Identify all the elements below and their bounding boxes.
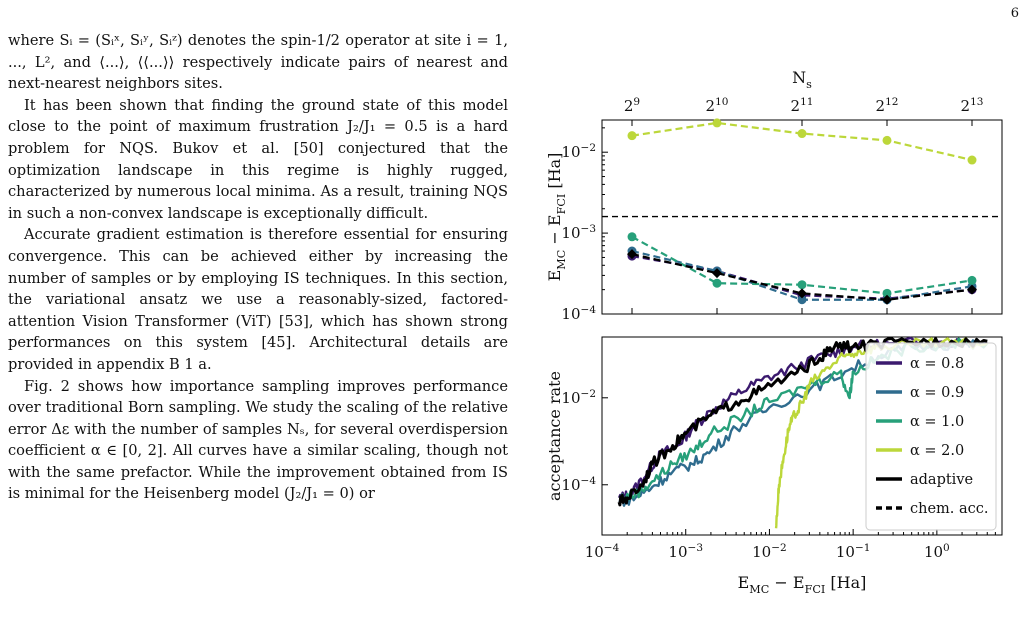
bottom-ylabel: acceptance rate <box>545 371 564 501</box>
bottom-ytick-label: 10−4 <box>561 475 596 494</box>
top-xtick-label: 211 <box>791 96 814 115</box>
top-panel: 10−4 10−3 10−2 29 210 211 212 213 Ns EMC − EFCI [… <box>545 68 1003 323</box>
legend-label: α = 2.0 <box>910 443 964 459</box>
bottom-xtick-label: 10−3 <box>668 542 703 561</box>
figure: 10−4 10−3 10−2 29 210 211 212 213 Ns EMC − EFCI [… <box>520 55 1029 632</box>
top-series-marker <box>882 135 892 145</box>
top-series-marker <box>712 278 722 288</box>
legend-label: α = 0.8 <box>910 356 964 372</box>
legend-label: adaptive <box>910 472 973 488</box>
top-series-marker <box>967 155 977 165</box>
top-ytick-label: 10−3 <box>561 223 596 242</box>
top-xtick-label: 213 <box>961 96 984 115</box>
top-ytick-label: 10−2 <box>561 142 596 161</box>
legend-label: α = 1.0 <box>910 414 964 430</box>
top-series-marker <box>797 129 807 139</box>
page-number: 6 <box>1010 6 1019 21</box>
top-series-marker <box>627 249 637 260</box>
paragraph-2: It has been shown that finding the groun… <box>8 96 508 222</box>
top-series-marker <box>627 131 637 141</box>
figure-svg: 10−4 10−3 10−2 29 210 211 212 213 Ns EMC − EFCI [… <box>545 68 1003 596</box>
legend-label: chem. acc. <box>910 501 989 517</box>
top-series-marker <box>712 118 722 128</box>
top-series-marker <box>797 288 807 299</box>
bottom-xtick-label: 10−4 <box>585 542 620 561</box>
legend-label: α = 0.9 <box>910 385 964 401</box>
bottom-series-line <box>617 336 988 507</box>
paragraph-3: Accurate gradient estimation is therefor… <box>8 226 508 373</box>
top-series-marker <box>882 294 892 305</box>
top-series-marker <box>797 295 807 305</box>
legend-box <box>865 342 997 531</box>
top-series-marker <box>967 284 977 295</box>
paragraph-4: Fig. 2 shows how importance sampling imp… <box>8 377 508 503</box>
top-series-line <box>631 121 973 162</box>
bottom-xtick-label: 100 <box>924 542 950 561</box>
bottom-panel-frame <box>601 336 1003 536</box>
top-series-marker <box>627 232 637 242</box>
top-series-marker <box>797 280 807 290</box>
top-series-marker <box>967 275 977 285</box>
top-ylabel: EMC − EFCI [Ha] <box>545 153 568 282</box>
bottom-panel: 10−4 10−3 10−2 10−1 100 10−4 10−2 EMC − EFCI [H… <box>545 336 1003 596</box>
bottom-xlabel: EMC − EFCI [Ha] <box>738 573 867 596</box>
top-xtick-label: 212 <box>876 96 899 115</box>
top-xtick-label: 210 <box>706 96 729 115</box>
top-series-marker <box>882 288 892 298</box>
top-xtick-label: 29 <box>624 96 640 115</box>
top-series-line <box>631 253 973 301</box>
bottom-xtick-label: 10−1 <box>836 542 871 561</box>
top-xlabel: Ns <box>792 68 812 91</box>
body-text-column: where Sᵢ = (Sᵢˣ, Sᵢʸ, Sᵢᶻ) denotes the s… <box>8 30 508 505</box>
bottom-xtick-label: 10−2 <box>752 542 787 561</box>
paragraph-1: where Sᵢ = (Sᵢˣ, Sᵢʸ, Sᵢᶻ) denotes the s… <box>8 32 508 93</box>
top-ytick-label: 10−4 <box>561 304 596 323</box>
top-series-marker <box>712 268 722 279</box>
bottom-ytick-label: 10−2 <box>561 388 596 407</box>
